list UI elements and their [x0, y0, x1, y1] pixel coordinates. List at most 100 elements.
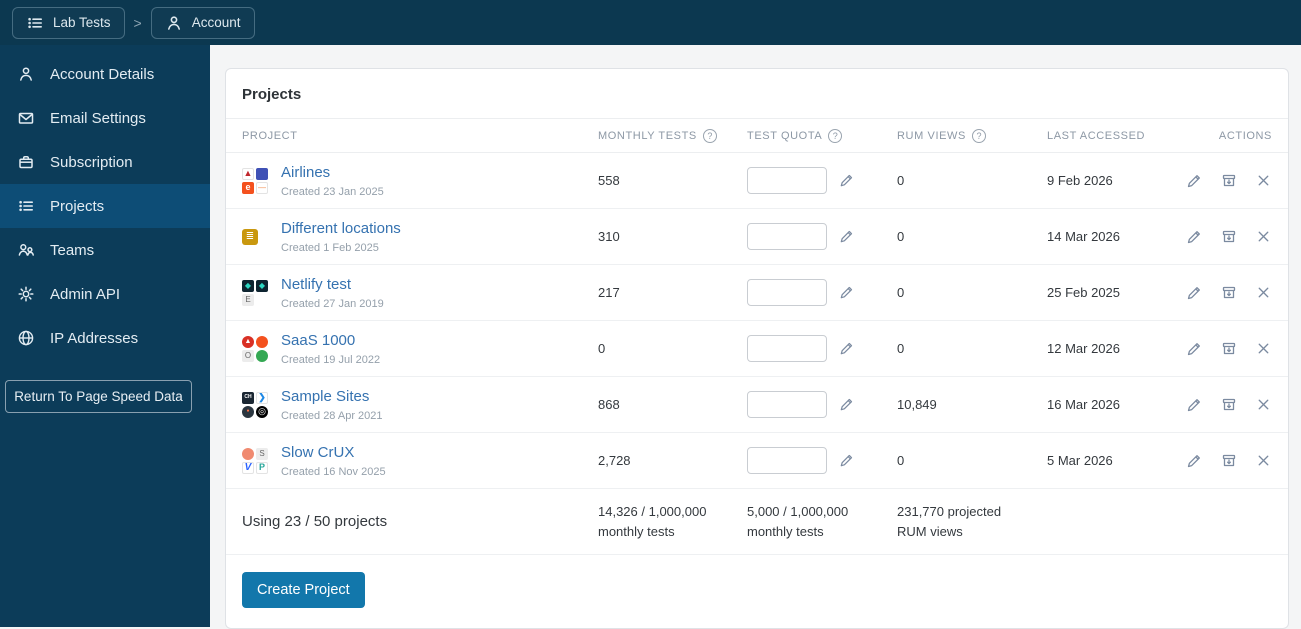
test-quota-input[interactable] — [747, 447, 827, 474]
help-icon[interactable]: ? — [828, 128, 843, 143]
rum-views-value: 0 — [897, 285, 905, 300]
test-quota-cell — [747, 447, 897, 474]
return-to-page-speed-data-button[interactable]: Return To Page Speed Data — [5, 380, 192, 413]
project-cell: ▲ e — Airlines Created 23 Jan 2025 — [242, 164, 598, 198]
envelope-icon — [17, 109, 35, 127]
archive-project-icon[interactable] — [1220, 340, 1238, 358]
edit-quota-pencil-icon[interactable] — [838, 228, 855, 245]
archive-project-icon[interactable] — [1220, 172, 1238, 190]
table-row: ◆ ◆ E Netlify test Created 27 Jan 2019 217… — [226, 265, 1288, 321]
card-footer: Create Project — [226, 555, 1288, 628]
sidebar-item-ip-addresses[interactable]: IP Addresses — [0, 316, 210, 360]
delete-project-x-icon[interactable] — [1255, 172, 1272, 189]
breadcrumb-lab-tests-button[interactable]: Lab Tests — [12, 6, 125, 39]
test-quota-input[interactable] — [747, 279, 827, 306]
edit-project-pencil-icon[interactable] — [1185, 452, 1203, 470]
delete-project-x-icon[interactable] — [1255, 284, 1272, 301]
edit-project-pencil-icon[interactable] — [1185, 228, 1203, 246]
breadcrumb-label: Lab Tests — [53, 15, 111, 30]
edit-project-pencil-icon[interactable] — [1185, 340, 1203, 358]
topbar: Lab Tests > Account — [0, 0, 1301, 45]
help-icon[interactable]: ? — [971, 128, 986, 143]
archive-project-icon[interactable] — [1220, 228, 1238, 246]
create-project-button[interactable]: Create Project — [242, 572, 365, 608]
sidebar-item-email-settings[interactable]: Email Settings — [0, 96, 210, 140]
project-name-link[interactable]: Different locations — [281, 219, 401, 237]
edit-project-pencil-icon[interactable] — [1185, 172, 1203, 190]
delete-project-x-icon[interactable] — [1255, 228, 1272, 245]
project-favicons: ◆ ◆ E — [242, 279, 268, 306]
delete-project-x-icon[interactable] — [1255, 340, 1272, 357]
archive-project-icon[interactable] — [1220, 396, 1238, 414]
favicon-tile: — — [256, 181, 268, 194]
favicon-tile: ❯ — [256, 391, 268, 404]
table-header-row: Project Monthly Tests? Test Quota? RUM V… — [226, 119, 1288, 153]
project-name-link[interactable]: Sample Sites — [281, 387, 370, 405]
test-quota-cell — [747, 279, 897, 306]
sidebar-item-subscription[interactable]: Subscription — [0, 140, 210, 184]
sidebar-item-label: Account Details — [50, 65, 155, 83]
rum-views-projection-text: 231,770 projected RUM views — [897, 503, 1002, 539]
sidebar-item-admin-api[interactable]: Admin API — [0, 272, 210, 316]
project-created-date: Created 28 Apr 2021 — [281, 409, 383, 422]
edit-quota-pencil-icon[interactable] — [838, 452, 855, 469]
sidebar-item-teams[interactable]: Teams — [0, 228, 210, 272]
help-icon[interactable]: ? — [702, 128, 717, 143]
monthly-tests-value: 0 — [598, 341, 606, 356]
last-accessed-value: 12 Mar 2026 — [1047, 341, 1120, 356]
test-quota-input[interactable] — [747, 167, 827, 194]
projects-card: Projects Project Monthly Tests? Test Quo… — [225, 68, 1289, 629]
project-favicons: ≣ — [242, 228, 268, 245]
edit-project-pencil-icon[interactable] — [1185, 284, 1203, 302]
favicon-tile — [256, 167, 268, 180]
delete-project-x-icon[interactable] — [1255, 396, 1272, 413]
rum-views-value: 0 — [897, 341, 905, 356]
delete-project-x-icon[interactable] — [1255, 452, 1272, 469]
column-header-project: Project — [242, 129, 298, 142]
edit-quota-pencil-icon[interactable] — [838, 396, 855, 413]
edit-quota-pencil-icon[interactable] — [838, 172, 855, 189]
sidebar-item-label: Admin API — [50, 285, 121, 303]
test-quota-input[interactable] — [747, 335, 827, 362]
row-actions — [1187, 228, 1272, 246]
test-quota-cell — [747, 223, 897, 250]
globe-icon — [17, 329, 35, 347]
edit-project-pencil-icon[interactable] — [1185, 396, 1203, 414]
archive-project-icon[interactable] — [1220, 452, 1238, 470]
row-actions — [1187, 284, 1272, 302]
project-name-link[interactable]: Airlines — [281, 163, 331, 181]
breadcrumb-account-button[interactable]: Account — [150, 6, 255, 39]
sidebar-item-account-details[interactable]: Account Details — [0, 52, 210, 96]
test-quota-cell — [747, 335, 897, 362]
project-cell: CH ❯ ● ◎ Sample Sites Created 28 Apr 2021 — [242, 388, 598, 422]
test-quota-cell — [747, 167, 897, 194]
test-quota-input[interactable] — [747, 223, 827, 250]
archive-project-icon[interactable] — [1220, 284, 1238, 302]
edit-quota-pencil-icon[interactable] — [838, 340, 855, 357]
monthly-tests-value: 558 — [598, 173, 620, 188]
project-name-link[interactable]: SaaS 1000 — [281, 331, 356, 349]
gear-icon — [17, 285, 35, 303]
favicon-tile: ● — [242, 405, 254, 418]
last-accessed-value: 16 Mar 2026 — [1047, 397, 1120, 412]
favicon-tile — [242, 447, 254, 460]
last-accessed-value: 14 Mar 2026 — [1047, 229, 1120, 244]
project-favicons: CH ❯ ● ◎ — [242, 391, 268, 418]
usage-summary-row: Using 23 / 50 projects 14,326 / 1,000,00… — [226, 489, 1288, 555]
row-actions — [1187, 340, 1272, 358]
column-header-test-quota: Test Quota? — [747, 128, 897, 143]
last-accessed-value: 25 Feb 2025 — [1047, 285, 1121, 300]
edit-quota-pencil-icon[interactable] — [838, 284, 855, 301]
project-name-link[interactable]: Netlify test — [281, 275, 352, 293]
test-quota-input[interactable] — [747, 391, 827, 418]
favicon-tile: V — [242, 461, 254, 474]
project-name-link[interactable]: Slow CrUX — [281, 443, 355, 461]
favicon-tile: P — [256, 461, 268, 474]
rum-views-value: 10,849 — [897, 397, 937, 412]
monthly-tests-value: 310 — [598, 229, 620, 244]
breadcrumb-label: Account — [191, 15, 241, 30]
sidebar-item-projects[interactable]: Projects — [0, 184, 210, 228]
row-actions — [1187, 452, 1272, 470]
main-content: Projects Project Monthly Tests? Test Quo… — [210, 45, 1301, 629]
